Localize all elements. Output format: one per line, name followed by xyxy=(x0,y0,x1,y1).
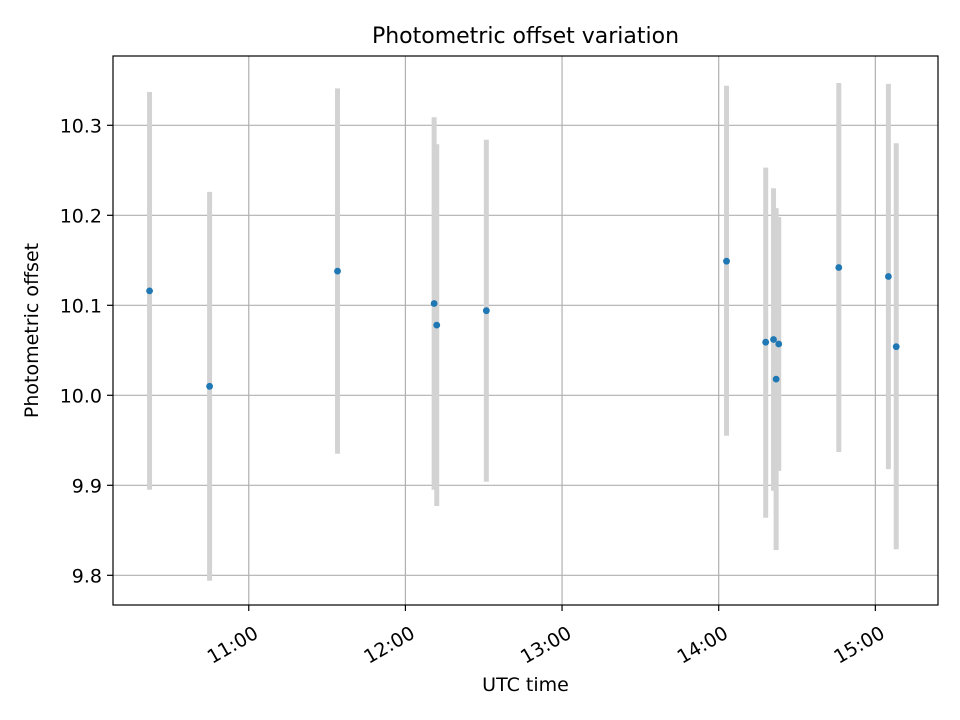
data-point xyxy=(723,257,730,265)
y-tick-label: 10.1 xyxy=(60,295,102,317)
ticks: 11:00 12:00 13:00 14:00 15:009.89.910.010.11… xyxy=(60,115,889,668)
data-point xyxy=(835,264,843,271)
data-points xyxy=(146,257,900,390)
grid xyxy=(113,56,938,605)
data-point xyxy=(762,338,770,346)
data-point xyxy=(772,375,780,383)
y-tick-label: 9.8 xyxy=(72,565,102,587)
data-point xyxy=(430,300,438,307)
data-point xyxy=(775,340,783,348)
data-point xyxy=(892,343,900,351)
data-point xyxy=(206,382,213,390)
y-axis-label: Photometric offset xyxy=(21,243,43,418)
plot-frame xyxy=(112,55,939,606)
y-tick-label: 10.0 xyxy=(60,385,102,407)
data-point xyxy=(884,273,892,280)
data-point xyxy=(146,287,153,295)
y-tick-label: 10.3 xyxy=(60,115,102,137)
data-point xyxy=(334,267,341,275)
y-tick-label: 9.9 xyxy=(72,475,102,497)
y-tick-label: 10.2 xyxy=(60,205,102,227)
x-axis-label: UTC time xyxy=(482,674,569,696)
chart-title: Photometric offset variation xyxy=(372,24,679,49)
data-point xyxy=(770,336,777,343)
data-point xyxy=(482,307,490,315)
data-point xyxy=(433,321,441,329)
